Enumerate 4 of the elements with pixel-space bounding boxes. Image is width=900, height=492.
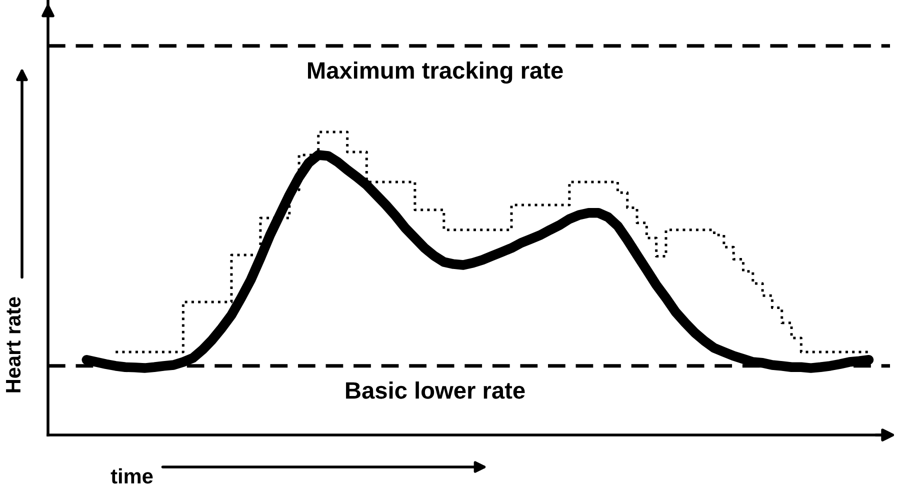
y-axis-title: Heart rate [6, 297, 21, 392]
ref-line-label: Basic lower rate [346, 381, 525, 399]
ref-line-label: Maximum tracking rate [308, 61, 563, 84]
x-axis-title: time [110, 468, 153, 484]
